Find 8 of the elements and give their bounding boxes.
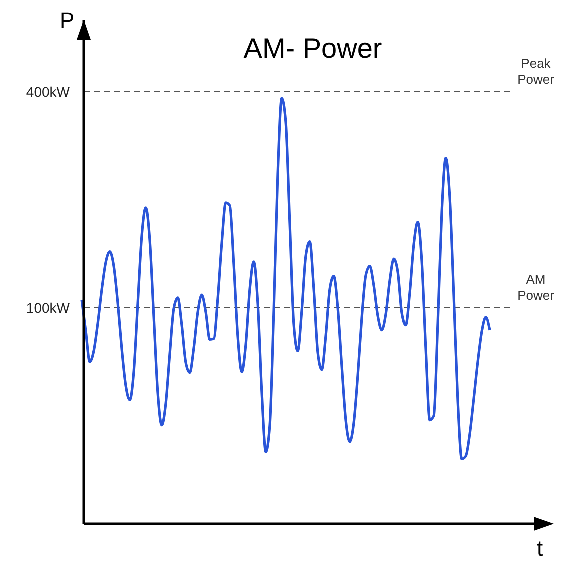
text: AM- Power — [244, 33, 382, 64]
y-axis-title: P — [60, 8, 75, 33]
x-axis-title: t — [536, 536, 544, 561]
y-tick-label: 400kW — [26, 84, 71, 100]
y-tick-label: 100kW — [26, 300, 71, 316]
ref-line-label: Peak Power — [518, 56, 556, 87]
line-series — [80, 97, 492, 460]
ref-line-label: AM Power — [518, 272, 556, 303]
